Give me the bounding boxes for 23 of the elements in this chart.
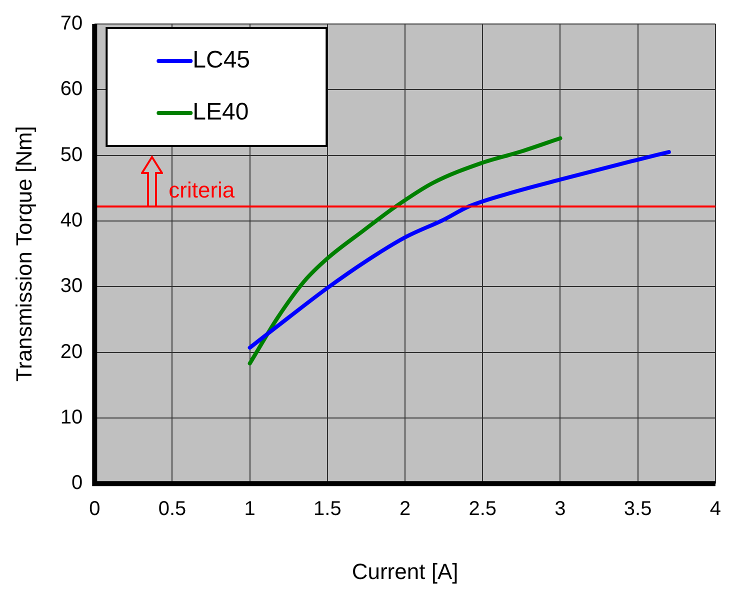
x-tick-label: 0 [89,498,100,520]
y-axis-title: Transmission Torque [Nm] [11,126,36,382]
y-tick-label: 70 [60,12,83,35]
y-tick-label: 50 [60,144,83,166]
x-tick-label: 1 [244,498,256,520]
x-tick-label: 4 [710,498,721,520]
x-tick-label: 0.5 [158,498,186,520]
y-tick-label: 60 [60,78,83,100]
y-tick-label: 0 [72,472,83,494]
x-tick-label: 3 [554,498,566,520]
x-tick-label: 2.5 [468,498,497,520]
y-tick-label: 40 [60,209,83,232]
x-tick-label: 2 [399,498,411,520]
y-tick-label: 30 [60,275,83,298]
y-tick-label: 10 [60,406,83,428]
x-tick-label: 1.5 [314,498,342,520]
x-tick-label: 3.5 [624,498,652,520]
legend-label: LE40 [192,98,249,126]
line-series [248,136,562,366]
y-tick-label: 20 [60,340,83,363]
line-series [248,150,671,350]
x-axis-title: Current [A] [352,558,458,584]
legend-label: LC45 [192,46,250,74]
